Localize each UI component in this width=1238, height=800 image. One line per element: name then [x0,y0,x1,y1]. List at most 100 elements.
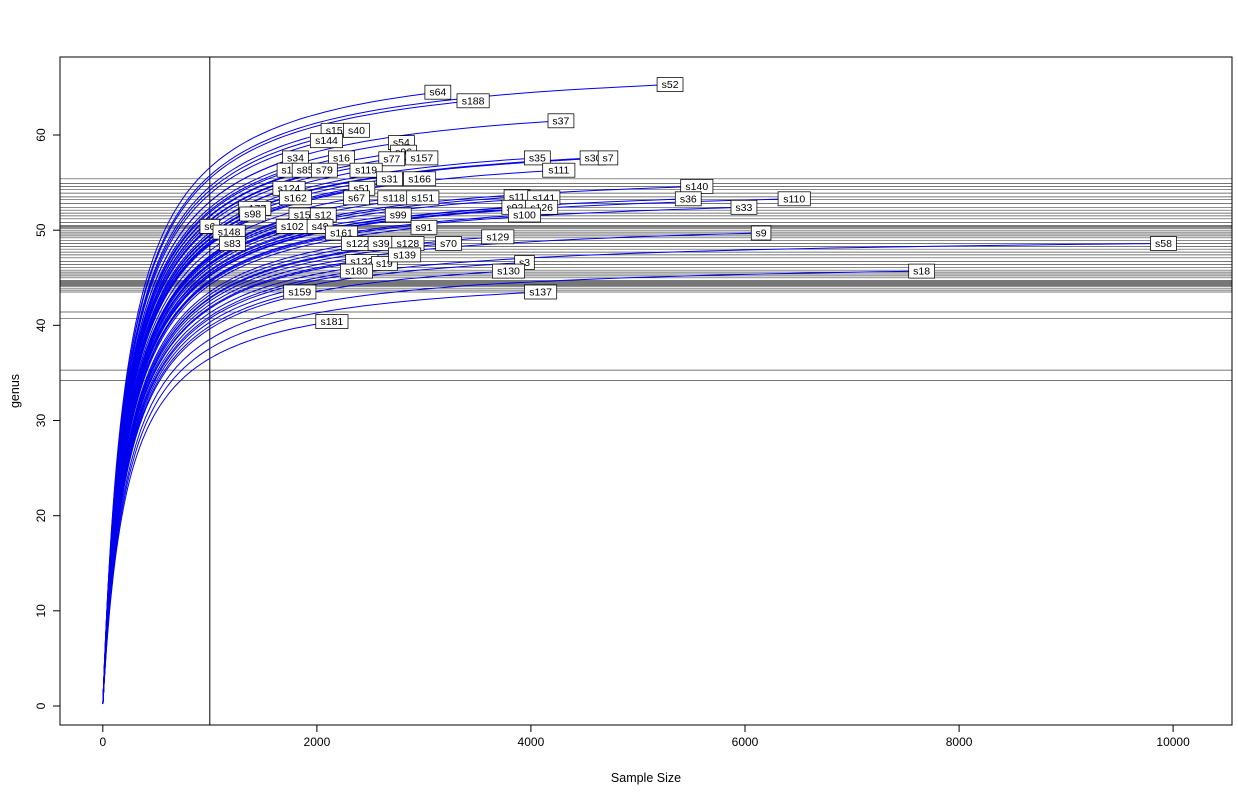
sample-label: s91 [415,222,432,234]
y-axis-title: genus [8,373,22,409]
sample-label-box [219,236,246,251]
sample-label-box [343,190,370,206]
y-axis-tick-label: 20 [34,509,48,523]
x-axis-title: Sample Size [610,771,682,785]
sample-label: s7 [602,152,613,164]
sample-label: s100 [513,210,536,222]
sample-label-box [674,191,702,207]
x-axis-tick-label: 2000 [304,735,331,749]
sample-label: s122 [346,238,369,250]
sample-label-box [343,122,370,138]
sample-label-box [542,162,576,178]
sample-label-box [1150,236,1177,251]
sample-label: s39 [373,238,390,250]
sample-label-box [378,151,406,167]
sample-label: s18 [913,266,930,278]
sample-label: s30 [585,152,602,164]
sample-label-box [597,150,619,166]
sample-label-box [435,236,462,251]
sample-label: s144 [315,135,338,147]
y-axis-tick-label: 30 [34,414,48,428]
rarefaction-curve-s129 [102,236,498,704]
rarefaction-curve-s58 [102,243,1164,704]
sample-label-box [403,171,437,187]
sample-label: s140 [685,181,708,193]
y-axis-tick-label: 60 [34,128,48,142]
sample-label-box [376,171,403,187]
sample-label: s36 [680,193,697,205]
sample-label: s70 [440,238,457,250]
sample-label-box [410,219,438,235]
y-axis-tick-label: 50 [34,223,48,237]
sample-label: s6 [204,221,215,233]
sample-label: s49 [312,221,329,233]
sample-label-box [283,284,317,300]
sample-label-box [524,284,558,300]
sample-label-box [384,207,412,223]
sample-label: s128 [397,238,420,250]
sample-label-box [239,206,266,222]
sample-label: s137 [529,287,552,299]
sample-label: s180 [345,266,368,278]
sample-label-box [481,229,515,245]
sample-label: s35 [529,152,546,164]
sample-label: s98 [244,209,261,221]
plot-border [59,56,1233,726]
sample-label-box [730,199,758,215]
sample-label: s99 [390,210,407,222]
sample-label-box [777,191,811,207]
sample-label: s118 [383,192,405,204]
sample-label: s166 [408,173,431,185]
rarefaction-curve-s51 [102,187,362,704]
sample-label: s111 [548,165,569,177]
y-axis-tick-label: 10 [34,604,48,618]
sample-label-box [424,84,452,100]
sample-label: s9 [756,228,767,240]
rarefaction-curve-s140 [102,185,697,704]
sample-label: s79 [316,165,333,177]
sample-label: s67 [348,192,365,204]
sample-label-box [656,77,684,92]
rarefaction-curve-s181 [102,321,332,705]
sample-label: s1 [281,165,292,177]
sample-label: s34 [287,152,304,164]
sample-label: s162 [284,192,307,204]
sample-label: s181 [321,316,344,328]
sample-label-box [456,93,490,109]
sample-label-box [349,162,383,178]
x-axis-tick-label: 10000 [1156,735,1190,749]
sample-label-box [315,314,349,329]
sample-label: s157 [410,152,433,164]
rarefaction-curve-s18 [102,270,922,704]
sample-label: s85 [297,165,314,177]
y-axis-tick-label: 0 [34,702,48,709]
sample-label-box [279,190,312,206]
sample-label: s129 [486,231,509,243]
sample-label: s159 [288,287,311,299]
sample-label: s16 [333,152,350,164]
rarefaction-curve-s161 [102,232,342,704]
sample-label-box [405,150,439,166]
x-axis-tick-label: 8000 [946,735,973,749]
x-axis-tick-label: 4000 [518,735,545,749]
sample-label-box [524,150,551,166]
sample-label-box [750,225,772,241]
rarefaction-curve-s111 [102,169,559,704]
x-axis-tick-label: 6000 [732,735,759,749]
sample-label: s102 [281,221,304,233]
sample-label-box [388,247,422,263]
sample-label: s148 [218,227,241,239]
sample-label: s151 [411,192,434,204]
sample-label: s58 [1155,238,1172,250]
sample-label: s31 [381,173,398,185]
sample-label: s188 [462,95,485,107]
sample-label: s12 [315,210,332,222]
sample-label: s110 [783,193,805,205]
sample-label-box [328,150,355,166]
sample-label: s40 [348,125,365,137]
sample-label: s130 [497,266,520,278]
sample-label-box [547,113,575,129]
sample-label-box [492,263,525,279]
